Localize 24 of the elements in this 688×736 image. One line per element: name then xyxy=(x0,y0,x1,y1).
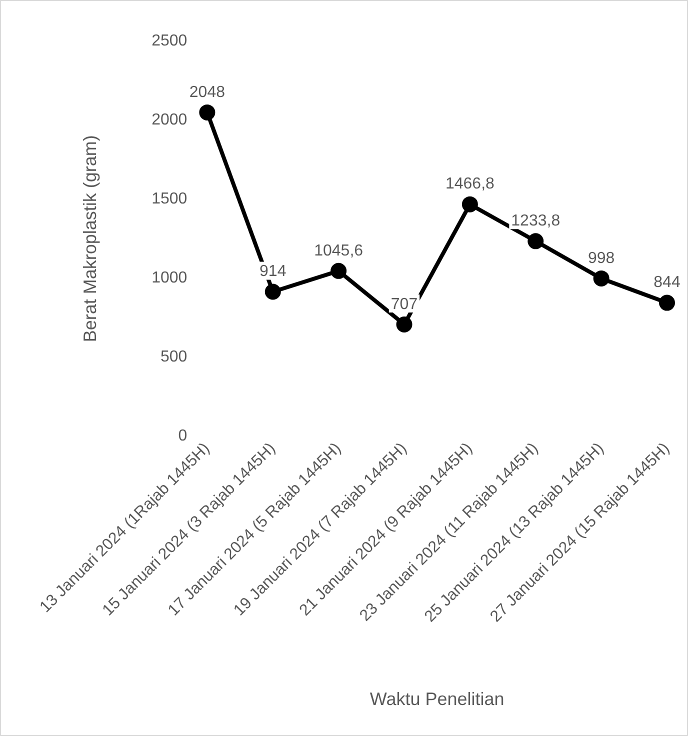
data-label: 2048 xyxy=(189,84,226,101)
y-tick-label: 2500 xyxy=(152,32,188,50)
y-tick-label: 1000 xyxy=(152,270,188,287)
point xyxy=(462,196,478,212)
point xyxy=(528,233,544,250)
point xyxy=(264,284,281,300)
y-tick-label: 500 xyxy=(160,348,188,366)
point xyxy=(330,262,347,279)
y-tick-label: 1500 xyxy=(152,190,188,208)
data-label: 707 xyxy=(390,296,418,313)
data-label: 1045,6 xyxy=(314,242,364,260)
point xyxy=(659,294,675,311)
data-label: 998 xyxy=(588,250,615,267)
data-label: 1233,8 xyxy=(511,212,560,230)
y-tick-label: 2000 xyxy=(152,111,188,128)
data-label: 914 xyxy=(260,263,286,280)
point xyxy=(396,316,412,332)
data-label: 844 xyxy=(654,274,680,292)
x-axis-title: Waktu Penelitian xyxy=(370,689,504,710)
point xyxy=(593,270,610,286)
data-label: 1466,8 xyxy=(445,176,495,193)
y-axis-title: Berat Makroplastik (gram) xyxy=(80,135,100,342)
y-tick-label: 0 xyxy=(178,428,188,445)
point xyxy=(199,104,216,120)
